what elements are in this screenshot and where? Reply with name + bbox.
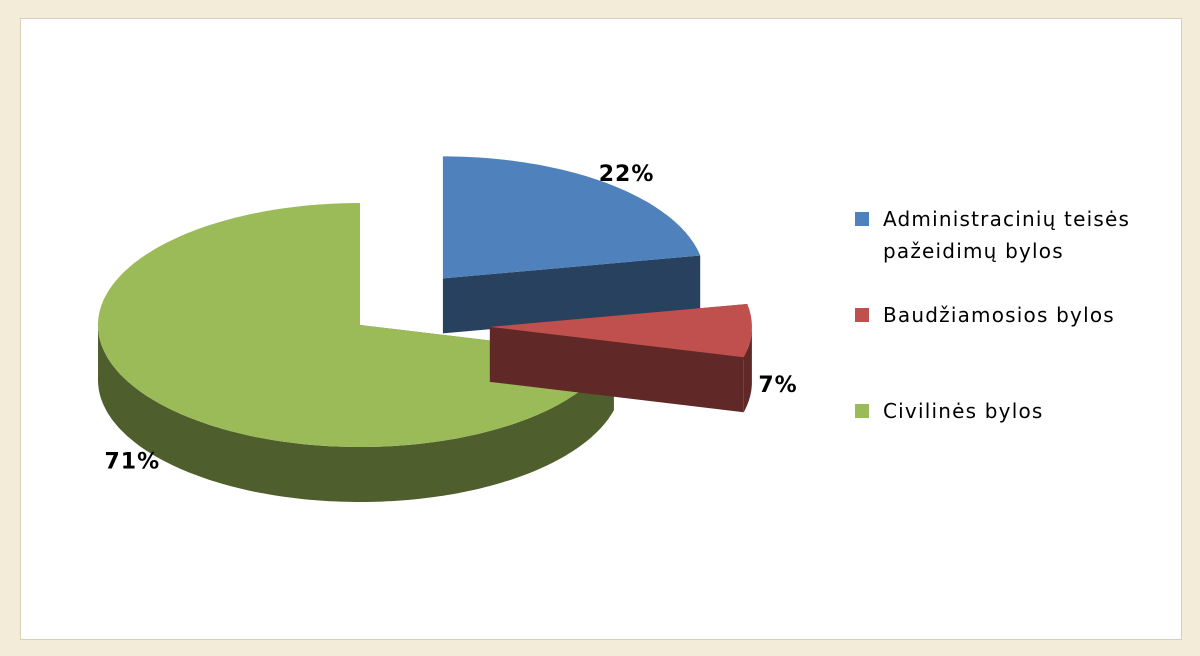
legend-label: Baudžiamosios bylos	[883, 303, 1115, 327]
data-label: 71%	[104, 449, 160, 474]
pie-slice	[442, 156, 701, 334]
legend-swatch	[855, 212, 869, 226]
legend-label: Civilinės bylos	[883, 399, 1044, 423]
slice-wall	[98, 325, 614, 502]
legend-label: Administracinių teisės pažeidimų bylos	[883, 207, 1131, 263]
pie-slice	[489, 304, 752, 413]
slice-top	[489, 304, 752, 358]
slice-wall	[743, 326, 752, 413]
slice-top	[98, 203, 614, 447]
legend-swatch	[855, 308, 869, 322]
slice-top	[442, 156, 701, 279]
legend-item: Administracinių teisės pažeidimų bylos	[855, 203, 1195, 267]
data-label: 7%	[758, 373, 797, 398]
slice-side	[489, 326, 744, 413]
legend-item: Civilinės bylos	[855, 395, 1195, 427]
data-label: 22%	[599, 162, 655, 187]
legend-swatch	[855, 404, 869, 418]
legend-item: Baudžiamosios bylos	[855, 299, 1195, 331]
